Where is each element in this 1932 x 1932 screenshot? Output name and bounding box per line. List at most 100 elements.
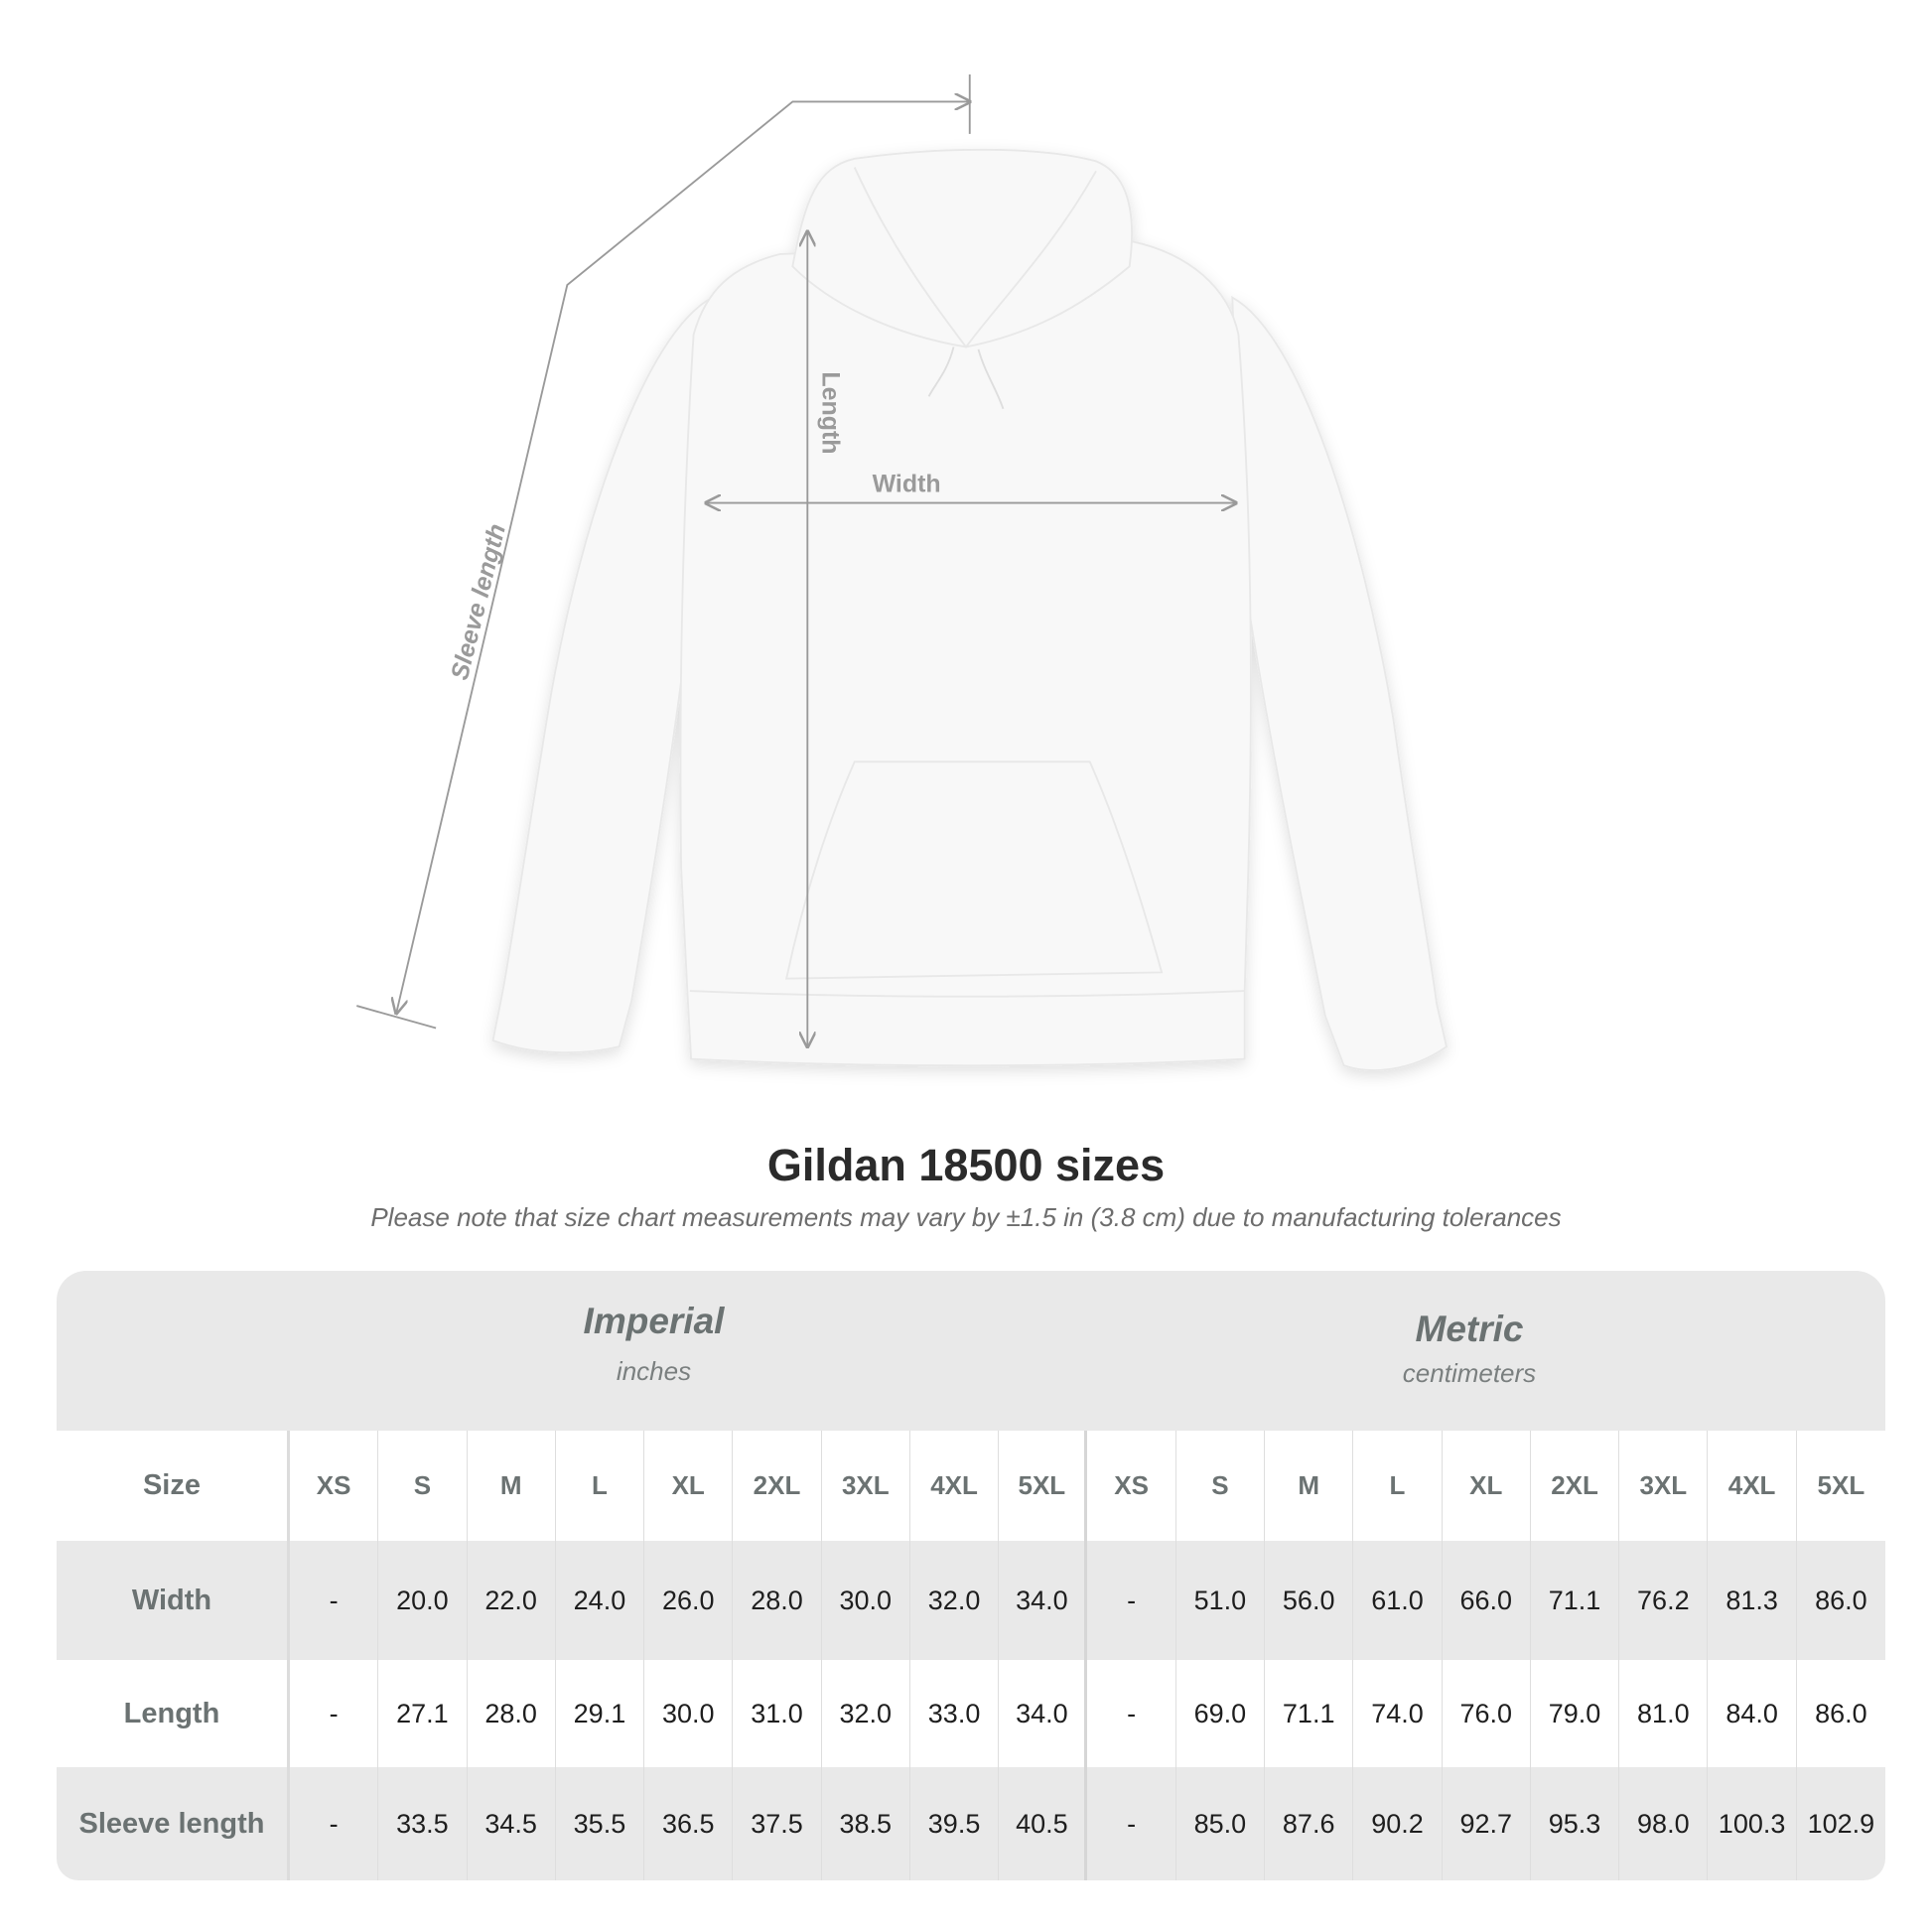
- table-cell: 71.1: [1265, 1660, 1354, 1767]
- size-header-cell: M: [468, 1431, 556, 1541]
- table-cell: 33.0: [910, 1660, 1000, 1767]
- table-cell: 30.0: [822, 1541, 910, 1660]
- table-cell: 86.0: [1815, 1698, 1867, 1728]
- size-header-cell: 2XL: [733, 1431, 822, 1541]
- table-cell: 40.5: [999, 1767, 1088, 1880]
- sleeve-cuff-tick: [356, 1005, 437, 1030]
- size-header-cell: 3XL: [1619, 1431, 1709, 1541]
- table-cell: 51.0: [1176, 1541, 1266, 1660]
- size-header-cell: XS: [290, 1431, 379, 1541]
- table-cell: 34.0: [999, 1660, 1088, 1767]
- table-cell: 81.0: [1619, 1660, 1709, 1767]
- table-row: Width -20.0 22.0 24.0 26.0 28.0 30.0 32.0 34.0-…: [57, 1541, 1885, 1660]
- table-cell: 74.0: [1353, 1660, 1443, 1767]
- length-label: Length: [816, 371, 844, 454]
- table-cell: 36.5: [644, 1767, 734, 1880]
- table-row: Sleeve length -33.5 34.5 35.5 36.5 37.5 38.5 3…: [57, 1767, 1885, 1880]
- table-cell: 20.0: [378, 1541, 468, 1660]
- table-cell: 34.5: [468, 1767, 556, 1880]
- row-label: Length: [57, 1660, 290, 1767]
- table-cell: 79.0: [1531, 1660, 1620, 1767]
- imperial-title: Imperial: [583, 1301, 725, 1341]
- size-header-cell: 4XL: [910, 1431, 1000, 1541]
- size-header-cell: 5XL: [999, 1431, 1088, 1541]
- size-header-cell: M: [1265, 1431, 1354, 1541]
- size-header-cell: 3XL: [822, 1431, 910, 1541]
- table-cell: -: [1087, 1767, 1176, 1880]
- sleeve-row-bg: [57, 1767, 1885, 1880]
- table-cell: 71.1: [1531, 1541, 1620, 1660]
- tolerance-note: Please note that size chart measurements…: [370, 1202, 1562, 1232]
- unit-header-band: [57, 1271, 1885, 1431]
- table-cell: 32.0: [910, 1541, 1000, 1660]
- table-cell: 38.5: [822, 1767, 910, 1880]
- table-cell: -: [290, 1541, 379, 1660]
- size-header-cell: 5XL: [1817, 1470, 1865, 1500]
- table-row: Length -27.1 28.0 29.1 30.0 31.0 32.0 33.0 34.0…: [57, 1660, 1885, 1767]
- row-label: Sleeve length: [57, 1767, 290, 1880]
- table-cell: 84.0: [1708, 1660, 1797, 1767]
- table-cell: 85.0: [1176, 1767, 1266, 1880]
- size-header-cell: L: [1353, 1431, 1443, 1541]
- size-header-cell: L: [556, 1431, 645, 1541]
- table-cell: 90.2: [1353, 1767, 1443, 1880]
- length-row-bg: [57, 1660, 1885, 1767]
- table-cell: 24.0: [556, 1541, 645, 1660]
- table-cell: 92.7: [1443, 1767, 1531, 1880]
- table-cell: 66.0: [1443, 1541, 1531, 1660]
- table-cell: 81.3: [1708, 1541, 1797, 1660]
- metric-header: Metric centimeters: [1069, 1309, 1869, 1389]
- size-header-cell: XL: [1443, 1431, 1531, 1541]
- table-cell: -: [1087, 1660, 1176, 1767]
- imperial-unit: inches: [616, 1356, 692, 1386]
- table-cell: -: [1087, 1541, 1176, 1660]
- table-cell: 39.5: [910, 1767, 1000, 1880]
- size-header-cell: 4XL: [1708, 1431, 1797, 1541]
- table-cell: 29.1: [556, 1660, 645, 1767]
- table-cell: 27.1: [378, 1660, 468, 1767]
- table-cell: 33.5: [378, 1767, 468, 1880]
- table-cell: 35.5: [556, 1767, 645, 1880]
- table-cell: -: [290, 1660, 379, 1767]
- table-cell: 95.3: [1531, 1767, 1620, 1880]
- table-cell: 69.0: [1176, 1660, 1266, 1767]
- size-chart-table: Imperial inches Metric centimeters Size …: [57, 1271, 1885, 1880]
- table-cell: 100.3: [1708, 1767, 1797, 1880]
- table-cell: 34.0: [999, 1541, 1088, 1660]
- table-cell: 26.0: [644, 1541, 734, 1660]
- table-cell: 61.0: [1353, 1541, 1443, 1660]
- metric-title: Metric: [1415, 1309, 1524, 1349]
- table-cell: 28.0: [733, 1541, 822, 1660]
- measurement-lines: [356, 74, 1236, 1046]
- table-cell: 86.0: [1815, 1585, 1867, 1615]
- table-cell: 76.0: [1443, 1660, 1531, 1767]
- metric-unit: centimeters: [1402, 1358, 1537, 1388]
- width-row-bg: [57, 1541, 1885, 1660]
- hoodie-image: [491, 148, 1449, 1071]
- table-cell: 32.0: [822, 1660, 910, 1767]
- row-label: Width: [57, 1541, 290, 1660]
- page-title: Gildan 18500 sizes: [766, 1140, 1166, 1190]
- sleeve-length-label: Sleeve length: [446, 521, 511, 683]
- size-header-cell: XS: [1087, 1431, 1176, 1541]
- size-header-cell: 2XL: [1531, 1431, 1620, 1541]
- table-cell: 76.2: [1619, 1541, 1709, 1660]
- imperial-header: Imperial inches: [290, 1301, 1018, 1387]
- size-header-cell: S: [378, 1431, 468, 1541]
- table-cell: 56.0: [1265, 1541, 1354, 1660]
- table-cell: 87.6: [1265, 1767, 1354, 1880]
- size-label: Size: [57, 1431, 290, 1541]
- table-cell: 31.0: [733, 1660, 822, 1767]
- table-cell: 37.5: [733, 1767, 822, 1880]
- table-cell: 102.9: [1807, 1808, 1875, 1839]
- table-cell: 98.0: [1619, 1767, 1709, 1880]
- size-row: Size XS S M L XL 2XL 3XL 4XL 5XL XS S M L XL 2XL 3XL 4XL…: [57, 1431, 1885, 1541]
- table-cell: 22.0: [468, 1541, 556, 1660]
- table-cell: -: [290, 1767, 379, 1880]
- table-cell: 28.0: [468, 1660, 556, 1767]
- size-row-bg: [57, 1431, 1885, 1541]
- table-cell: 30.0: [644, 1660, 734, 1767]
- width-label: Width: [873, 470, 941, 497]
- sleeve-length-line: [396, 101, 970, 1013]
- hoodie-measurement-diagram: Length Width Sleeve length: [356, 74, 1449, 1071]
